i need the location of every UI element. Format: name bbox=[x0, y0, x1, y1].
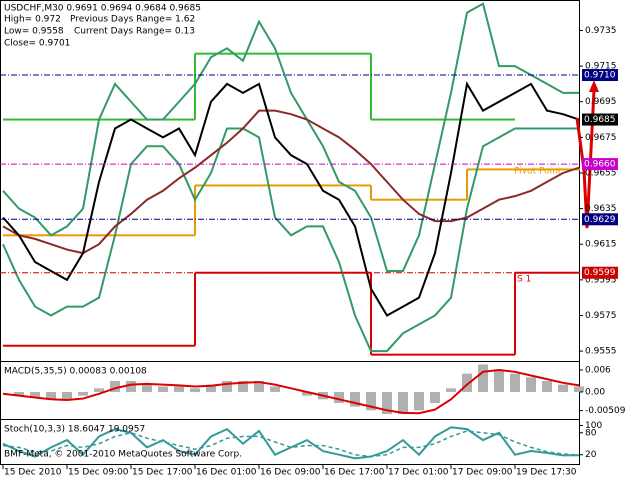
x-tick-label: 17 Dec 01:00 bbox=[388, 468, 449, 478]
histogram-bar bbox=[510, 373, 520, 392]
info-line: Low= 0.9558 bbox=[4, 27, 64, 37]
histogram-bar bbox=[398, 391, 408, 414]
symbol-info: USDCHF,M30 0.9691 0.9694 0.9684 0.9685 bbox=[4, 4, 201, 14]
x-tick-label: 17 Dec 09:00 bbox=[452, 468, 513, 478]
histogram-bar bbox=[350, 391, 360, 407]
info-line: Previous Days Range= 1.62 bbox=[70, 15, 195, 25]
histogram-bar bbox=[30, 391, 40, 398]
histogram-bar bbox=[126, 380, 136, 392]
histogram-bar bbox=[206, 384, 216, 392]
histogram-bar bbox=[158, 386, 168, 392]
info-line: Close= 0.9701 bbox=[4, 39, 70, 49]
histogram-bar bbox=[62, 391, 72, 400]
price-label: 0.9599 bbox=[584, 268, 616, 278]
histogram-bar bbox=[238, 380, 248, 392]
price-box bbox=[582, 158, 618, 171]
histogram-bar bbox=[14, 391, 24, 396]
price-box bbox=[582, 69, 618, 82]
y-tick-label: -0.00509 bbox=[585, 406, 626, 416]
forecast-arrow bbox=[575, 89, 596, 229]
histogram-bar bbox=[494, 369, 504, 392]
info-line: Current Days Range= 0.13 bbox=[74, 27, 195, 37]
series-line bbox=[2, 127, 579, 353]
series-line bbox=[2, 81, 580, 317]
x-tick-label: 15 Dec 09:00 bbox=[68, 468, 129, 478]
pivot-label: Pivot Point bbox=[514, 167, 562, 177]
histogram-bar bbox=[94, 388, 104, 392]
x-tick-label: 16 Dec 09:00 bbox=[260, 468, 321, 478]
marks bbox=[0, 2, 584, 460]
histogram-bar bbox=[430, 391, 440, 403]
histogram-bar bbox=[142, 384, 152, 392]
y-tick-label: 0.9675 bbox=[585, 133, 617, 143]
y-tick-label: 0.00 bbox=[585, 387, 605, 397]
y-tick-label: 0.9555 bbox=[585, 347, 617, 357]
histogram-bar bbox=[78, 391, 88, 396]
histogram-bar bbox=[174, 386, 184, 392]
y-tick-label: 20 bbox=[585, 450, 597, 460]
x-tick-label: 15 Dec 2010 bbox=[4, 468, 62, 478]
macd-label: MACD(5,35,5) 0.00083 0.00108 bbox=[4, 367, 147, 377]
price-label: 0.9660 bbox=[584, 160, 616, 170]
series-line bbox=[2, 2, 579, 272]
histogram-bar bbox=[574, 386, 584, 392]
y-tick-label: 0.9615 bbox=[585, 240, 617, 250]
y-tick-label: 0.9695 bbox=[585, 97, 617, 107]
price-label: 0.9685 bbox=[584, 115, 616, 125]
y-tick-label: 80 bbox=[585, 428, 597, 438]
histogram-bar bbox=[46, 391, 56, 400]
price-box bbox=[582, 266, 618, 279]
x-tick-label: 15 Dec 17:00 bbox=[132, 468, 193, 478]
y-tick-label: 0.9595 bbox=[585, 275, 617, 285]
forecast-arrow-head bbox=[589, 80, 599, 92]
histogram-bar bbox=[334, 391, 344, 403]
histogram-bar bbox=[526, 377, 536, 392]
histogram-bar bbox=[478, 364, 488, 392]
y-tick-label: 0.9735 bbox=[585, 26, 617, 36]
x-tick-label: 16 Dec 17:00 bbox=[324, 468, 385, 478]
histogram-bar bbox=[190, 388, 200, 392]
y-tick-label: 0.9635 bbox=[585, 204, 617, 214]
histogram-bar bbox=[270, 386, 280, 392]
x-tick-label: 19 Dec 17:30 bbox=[516, 468, 577, 478]
price-box bbox=[582, 113, 618, 126]
histogram-bar bbox=[302, 391, 312, 396]
histogram-bar bbox=[542, 380, 552, 392]
histogram-bar bbox=[462, 373, 472, 392]
histogram-bar bbox=[414, 391, 424, 411]
y-tick-label: 0.9715 bbox=[585, 62, 617, 72]
histogram-bar bbox=[110, 380, 120, 392]
series-line bbox=[2, 109, 580, 255]
price-label: 0.9710 bbox=[584, 71, 616, 81]
histogram-bar bbox=[366, 391, 376, 411]
s1-label: S 1 bbox=[517, 275, 531, 285]
stoch-label: Stoch(10,3,3) 18.6047 19.0957 bbox=[4, 425, 145, 435]
series-line bbox=[2, 430, 580, 458]
histogram-bar bbox=[222, 380, 232, 392]
y-tick-label: 0.9575 bbox=[585, 311, 617, 321]
histogram-bar bbox=[254, 380, 264, 392]
y-tick-label: 100 bbox=[585, 421, 602, 431]
series-line bbox=[2, 426, 580, 460]
y-tick-label: 0.006 bbox=[585, 365, 611, 375]
series-line bbox=[2, 368, 580, 415]
x-tick-label: 16 Dec 01:00 bbox=[196, 468, 257, 478]
info-line: High= 0.972 bbox=[4, 15, 61, 25]
copyright: BMF-Meta, © 2001-2010 MetaQuotes Softwar… bbox=[4, 450, 242, 460]
price-box bbox=[582, 213, 618, 226]
price-label: 0.9629 bbox=[584, 215, 616, 225]
histogram-bar bbox=[446, 388, 456, 392]
y-tick-label: 0.9655 bbox=[585, 168, 617, 178]
histogram-bar bbox=[382, 391, 392, 414]
frame bbox=[0, 0, 580, 465]
histogram-bar bbox=[558, 384, 568, 392]
